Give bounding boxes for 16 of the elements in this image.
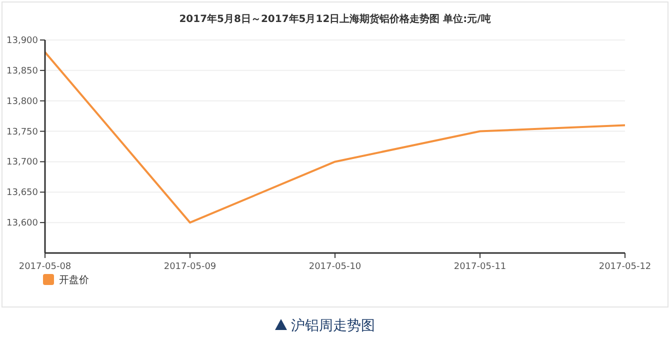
y-tick-label: 13,600 [6, 218, 38, 229]
x-tick-label: 2017-05-08 [18, 262, 72, 272]
y-tick-label: 13,800 [6, 96, 38, 107]
y-tick-label: 13,750 [6, 127, 38, 138]
x-tick-label: 2017-05-09 [164, 262, 216, 272]
chart-title: 2017年5月8日～2017年5月12日上海期货铝价格走势图 单位:元/吨 [179, 13, 491, 25]
x-tick-label: 2017-05-10 [308, 262, 362, 272]
line-series [44, 51, 626, 224]
text: 沪铝周走势图 [291, 318, 375, 334]
y-tick-label: 13,700 [6, 158, 38, 168]
legend-label: 开盘价 [59, 274, 89, 286]
y-tick-label: 13,650 [6, 188, 38, 198]
y-tick-label: 13,900 [6, 36, 38, 46]
y-tick-label: 13,850 [6, 66, 38, 76]
x-tick-label: 2017-05-12 [598, 262, 652, 272]
x-tick-label: 2017-05-11 [454, 262, 506, 272]
